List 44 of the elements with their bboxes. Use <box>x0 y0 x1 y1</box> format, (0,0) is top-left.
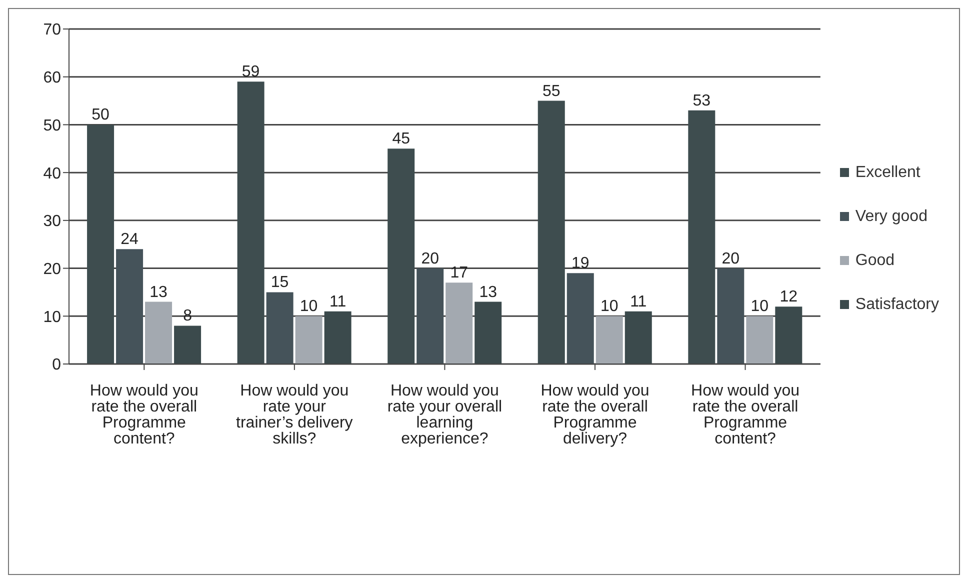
bar <box>596 316 623 364</box>
data-label: 15 <box>270 274 289 292</box>
legend-label: Good <box>854 252 896 270</box>
legend-label: Excellent <box>854 164 922 182</box>
x-tick-label: How would you rate your overall learning experience? <box>387 382 502 448</box>
data-label: 45 <box>392 130 410 148</box>
y-tick-label: 70 <box>43 22 62 39</box>
x-tick-label: How would you rate the overall Programme content? <box>691 382 800 448</box>
bar <box>566 273 594 364</box>
bar <box>746 316 774 364</box>
data-label: 11 <box>330 293 346 310</box>
bar <box>145 302 172 364</box>
legend-label: Satisfactory <box>854 296 939 314</box>
y-tick-label: 50 <box>43 117 62 134</box>
data-label: 10 <box>600 298 618 316</box>
data-label: 13 <box>150 284 168 301</box>
data-label: 10 <box>300 298 318 316</box>
y-tick-label: 10 <box>43 308 62 326</box>
legend-label: Very good <box>854 208 928 226</box>
data-label: 13 <box>479 284 498 301</box>
bar <box>116 249 144 364</box>
data-label: 24 <box>120 231 139 248</box>
bar <box>717 268 744 364</box>
data-label: 20 <box>722 250 740 268</box>
y-tick-label: 30 <box>43 213 62 230</box>
bar <box>266 292 294 364</box>
y-tick-label: 40 <box>43 165 62 182</box>
data-label: 20 <box>421 250 440 268</box>
data-label: 11 <box>630 293 647 310</box>
data-label: 50 <box>92 106 110 124</box>
data-label: 12 <box>780 288 798 306</box>
y-tick-label: 60 <box>43 70 62 87</box>
y-tick-label: 0 <box>52 356 62 374</box>
bar <box>295 316 322 364</box>
x-tick-label: How would you rate your trainer’s delivery skills? <box>236 382 353 448</box>
x-tick-label: How would you rate the overall Programme delivery? <box>540 382 650 448</box>
x-tick-label: How would you rate the overall Programme content? <box>90 382 198 448</box>
data-label: 17 <box>450 264 468 282</box>
y-tick-label: 20 <box>43 260 62 278</box>
data-label: 10 <box>750 298 769 316</box>
bar <box>416 268 444 364</box>
data-label: 53 <box>692 92 711 110</box>
data-label: 55 <box>542 82 560 100</box>
bar <box>446 282 473 364</box>
